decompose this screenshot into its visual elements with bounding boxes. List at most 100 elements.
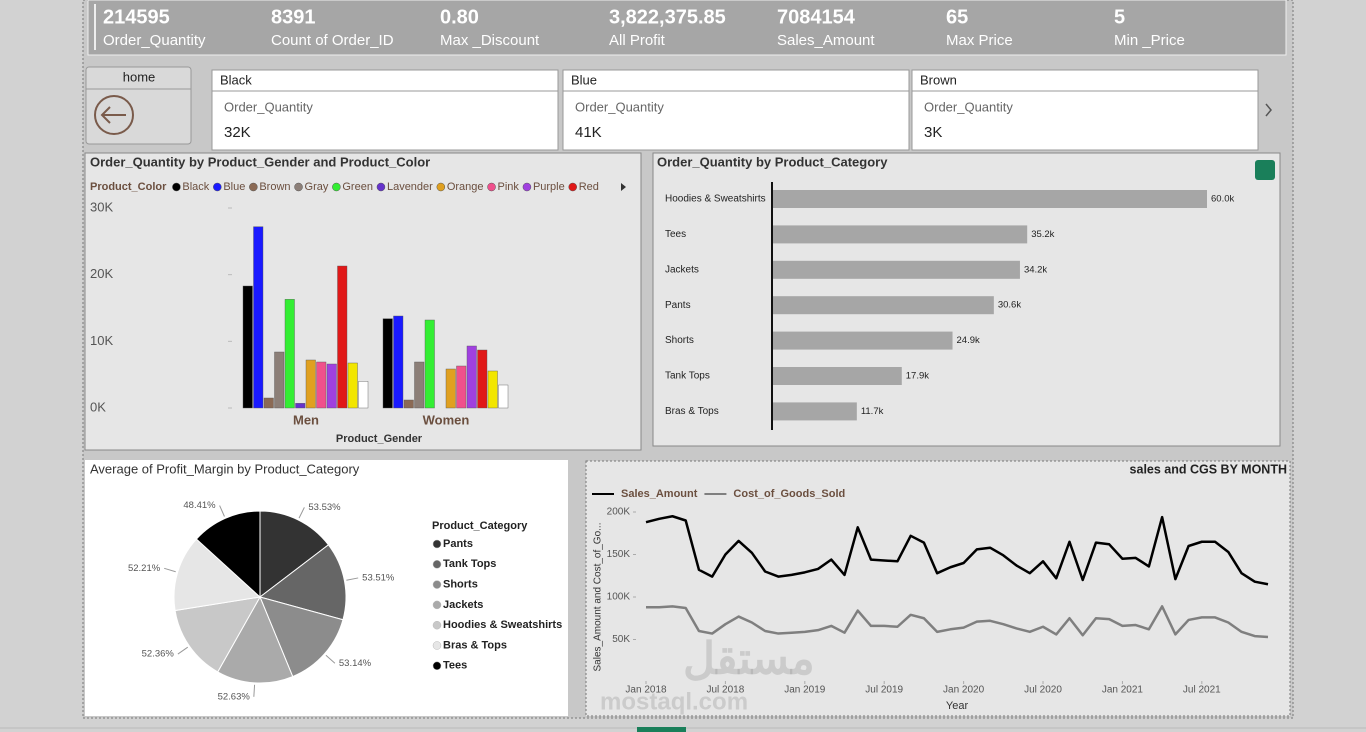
kpi-label: Max Price (946, 32, 1013, 49)
y-tick-label: Pants (665, 300, 691, 311)
y-tick-label: 100K (607, 592, 631, 603)
watermark: mostaql.com (600, 688, 748, 715)
bar (242, 285, 253, 409)
bar (347, 362, 358, 409)
bar (445, 368, 456, 409)
bar (498, 384, 509, 409)
kpi-value: 3,822,375.85 (609, 6, 726, 28)
y-tick-label: 200K (607, 507, 631, 518)
bar (772, 296, 994, 315)
next-arrow[interactable] (1265, 103, 1272, 117)
legend-marker (332, 182, 341, 192)
legend-entry: Gray (305, 181, 329, 193)
bar (772, 367, 902, 385)
x-tick-label: Jan 2019 (784, 685, 826, 696)
bar (358, 381, 369, 409)
y-tick-label: 20K (90, 266, 113, 281)
leader-line (177, 646, 189, 655)
legend-entry: Green (342, 181, 373, 193)
y-tick-label: 0K (90, 399, 106, 414)
legend-scroll[interactable] (621, 183, 626, 191)
card (911, 69, 1259, 151)
y-tick-label: 10K (90, 333, 113, 348)
leader-line (346, 577, 359, 581)
legend-marker (522, 182, 532, 192)
data-label: 52.21% (128, 563, 161, 574)
y-tick-label: Jackets (665, 264, 699, 275)
legend-entry: Orange (447, 181, 484, 193)
visual-icon[interactable] (1255, 160, 1275, 180)
home-box (85, 66, 192, 145)
bar (772, 190, 1207, 208)
card-measure: Order_Quantity (575, 99, 664, 114)
data-label: 53.51% (362, 572, 395, 583)
legend-entry: Tank Tops (443, 558, 496, 570)
pie-slice (173, 538, 262, 612)
legend-marker (294, 182, 303, 192)
data-label: 52.63% (218, 691, 251, 702)
kpi-value: 8391 (271, 6, 316, 28)
legend-marker (432, 560, 442, 569)
kpi-label: All Profit (609, 32, 666, 49)
data-label: 11.7k (861, 406, 884, 417)
legend-marker (432, 641, 442, 650)
panel (585, 460, 1291, 717)
kpi-bar (87, 0, 1287, 56)
leader-line (325, 654, 336, 664)
pie-slice (258, 544, 347, 621)
data-label: 48.41% (183, 500, 216, 511)
bar (393, 315, 404, 409)
legend-entry: Jackets (443, 599, 483, 611)
card-value: 3K (924, 124, 942, 141)
legend-entry: Pants (443, 538, 473, 550)
legend-marker (432, 539, 442, 549)
data-label: 35.2k (1031, 229, 1054, 240)
kpi-label: Count of Order_ID (271, 32, 394, 49)
bar (456, 365, 467, 409)
y-tick-label: 150K (607, 549, 631, 560)
legend-marker (376, 182, 386, 192)
chart-title: Order_Quantity by Product_Gender and Pro… (90, 154, 430, 169)
pie-slice (195, 510, 261, 599)
home-label: home (123, 69, 156, 84)
kpi-value: 7084154 (777, 6, 856, 28)
legend-entry: Bras & Tops (443, 639, 507, 651)
kpi-label: Order_Quantity (103, 32, 206, 49)
bar (284, 299, 295, 409)
legend-entry: Purple (533, 181, 565, 193)
series-line (646, 605, 1269, 639)
kpi-label: Min _Price (1114, 32, 1185, 49)
pie-slice (259, 596, 344, 678)
legend-marker (436, 182, 446, 192)
bar (316, 361, 327, 409)
bar (772, 260, 1020, 279)
active-tab[interactable] (637, 727, 686, 732)
x-tick-label: Men (293, 412, 319, 427)
y-tick-label: 30K (90, 199, 113, 214)
bar (305, 359, 316, 409)
card-value: 41K (575, 124, 602, 141)
kpi-label: Sales_Amount (777, 32, 875, 49)
x-tick-label: Jan 2018 (625, 685, 667, 696)
legend-title: Product_Color (90, 181, 167, 193)
bar (382, 318, 393, 409)
y-tick-label: Bras & Tops (665, 406, 719, 417)
data-label: 24.9k (957, 335, 980, 346)
data-label: 52.36% (142, 649, 175, 660)
bar (772, 402, 857, 421)
bar (274, 351, 285, 409)
legend-marker (432, 661, 442, 671)
legend-entry: Tees (443, 660, 467, 672)
home-button[interactable]: home (85, 66, 192, 145)
x-tick-label: Jul 2020 (1024, 685, 1062, 696)
legend-marker (568, 182, 577, 192)
card-value: 32K (224, 124, 251, 141)
card (562, 69, 910, 151)
legend-entry: Shorts (443, 579, 478, 591)
watermark: مستقل (683, 635, 815, 684)
legend-marker (213, 182, 222, 192)
x-tick-label: Jul 2021 (1183, 685, 1221, 696)
card-title: Brown (920, 72, 957, 87)
legend-entry: Cost_of_Goods_Sold (733, 488, 845, 500)
